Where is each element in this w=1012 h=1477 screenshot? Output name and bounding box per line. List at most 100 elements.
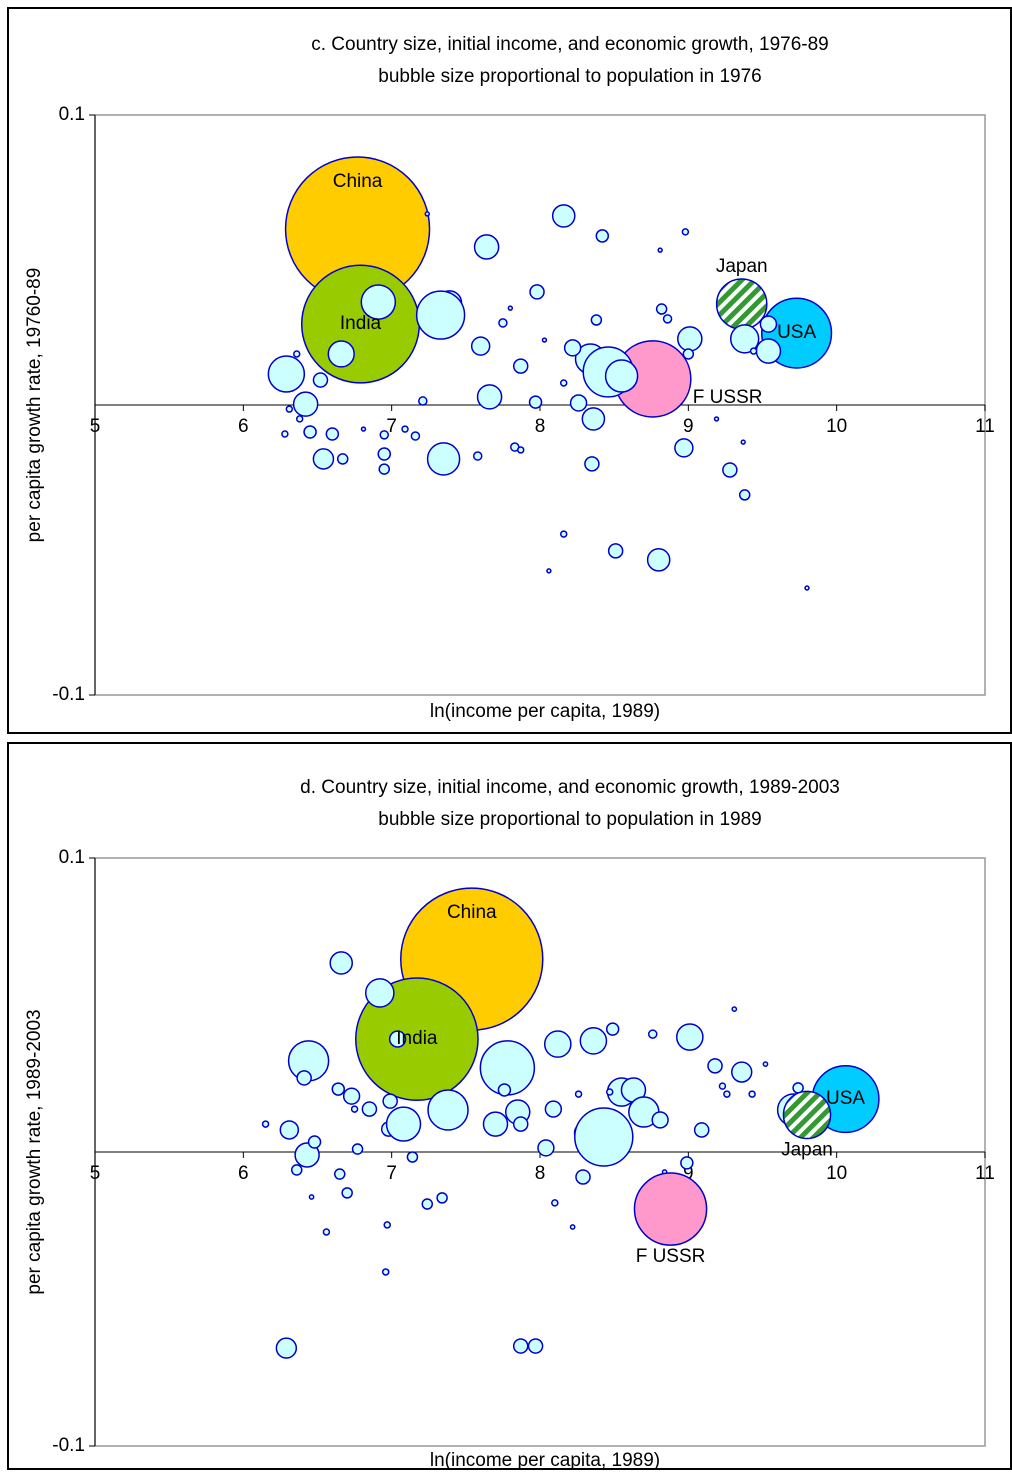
bubble bbox=[605, 1022, 620, 1036]
bubble bbox=[275, 1337, 298, 1359]
bubble bbox=[377, 447, 392, 461]
bubble bbox=[723, 1090, 731, 1098]
bubble bbox=[482, 1111, 509, 1137]
y-tick-label: 0.1 bbox=[59, 847, 85, 868]
bubble bbox=[341, 1187, 353, 1199]
bubble bbox=[731, 1061, 753, 1083]
bubble bbox=[738, 489, 751, 501]
y-tick-label: 0.1 bbox=[59, 104, 85, 125]
bubble bbox=[677, 326, 703, 352]
x-tick-label: 7 bbox=[386, 416, 397, 437]
x-tick-label: 7 bbox=[386, 1163, 397, 1184]
bubble bbox=[281, 430, 289, 438]
bubble bbox=[355, 977, 479, 1101]
bubble bbox=[682, 348, 695, 360]
bubble-label: China bbox=[333, 171, 383, 192]
bubble bbox=[418, 396, 428, 406]
bubble bbox=[646, 548, 671, 572]
bubble bbox=[473, 234, 500, 260]
bubble bbox=[579, 1027, 608, 1055]
x-tick-label: 11 bbox=[975, 416, 995, 437]
bubble bbox=[681, 228, 690, 236]
bubble bbox=[713, 416, 720, 422]
bubble bbox=[551, 204, 576, 228]
bubble bbox=[261, 1120, 270, 1128]
bubble bbox=[350, 1105, 359, 1113]
bubble bbox=[528, 395, 543, 409]
bubble bbox=[655, 303, 668, 315]
bubble bbox=[497, 1083, 512, 1097]
bubble-label: USA bbox=[826, 1088, 865, 1109]
bubble bbox=[307, 1135, 322, 1149]
bubble bbox=[537, 1139, 555, 1157]
bubble bbox=[279, 1120, 300, 1140]
bubble bbox=[544, 1100, 563, 1118]
bubble bbox=[512, 1338, 529, 1354]
bubble bbox=[436, 1192, 448, 1204]
bubble bbox=[718, 1082, 727, 1090]
bubble bbox=[360, 426, 367, 432]
bubble bbox=[401, 425, 409, 433]
y-tick-label: -0.1 bbox=[52, 1435, 85, 1456]
x-tick-label: 11 bbox=[975, 1163, 995, 1184]
bubble bbox=[651, 1111, 669, 1129]
bubble bbox=[303, 425, 317, 439]
bubble-label: India bbox=[340, 313, 382, 334]
bubble bbox=[782, 1090, 832, 1140]
bubble bbox=[674, 438, 694, 458]
bubble bbox=[426, 442, 461, 476]
bubble bbox=[729, 324, 760, 354]
bubble bbox=[498, 318, 508, 328]
x-tick-label: 9 bbox=[683, 1163, 694, 1184]
bubble bbox=[740, 439, 746, 445]
panel-frame bbox=[7, 7, 1012, 734]
bubble bbox=[662, 314, 673, 324]
bubble bbox=[551, 1199, 559, 1207]
bubble bbox=[285, 405, 294, 413]
bubble bbox=[294, 1142, 320, 1168]
bubble bbox=[312, 448, 335, 470]
bubble bbox=[605, 1088, 614, 1096]
bubble bbox=[295, 415, 304, 423]
bubble bbox=[559, 530, 568, 538]
bubble bbox=[342, 1087, 361, 1105]
x-tick-label: 5 bbox=[90, 416, 101, 437]
bubble bbox=[541, 337, 548, 343]
bubble bbox=[680, 1156, 694, 1170]
bubble bbox=[595, 229, 610, 243]
bubble-label: F USSR bbox=[693, 387, 763, 408]
bubble bbox=[707, 1058, 723, 1074]
bubble bbox=[731, 1006, 738, 1012]
bubble bbox=[693, 1122, 710, 1138]
bubble bbox=[762, 1061, 769, 1067]
bubble-label: F USSR bbox=[636, 1246, 706, 1267]
bubble bbox=[546, 568, 552, 574]
bubble bbox=[381, 1268, 390, 1276]
bubble bbox=[424, 211, 430, 217]
bubble bbox=[379, 430, 390, 440]
bubble bbox=[722, 462, 738, 478]
bubble bbox=[470, 336, 491, 356]
chart-title: c. Country size, initial income, and eco… bbox=[311, 34, 828, 55]
bubble bbox=[633, 1172, 708, 1246]
bubble-label: China bbox=[447, 902, 497, 923]
y-tick-label: -0.1 bbox=[52, 684, 85, 705]
bubble bbox=[292, 391, 319, 417]
x-tick-label: 9 bbox=[683, 416, 694, 437]
bubble bbox=[512, 1116, 529, 1132]
x-tick-label: 5 bbox=[90, 1163, 101, 1184]
bubble bbox=[308, 1194, 315, 1200]
bubble bbox=[333, 1168, 346, 1180]
bubble bbox=[351, 1143, 364, 1155]
bubble bbox=[361, 1101, 378, 1117]
bubble bbox=[415, 290, 466, 340]
bubble bbox=[410, 431, 421, 441]
bubble bbox=[675, 1023, 704, 1051]
bubble bbox=[590, 314, 603, 326]
bubble bbox=[336, 453, 349, 465]
bubble bbox=[516, 446, 525, 454]
y-axis-label: per capita growth rate, 1989-2003 bbox=[24, 1009, 45, 1294]
bubble bbox=[360, 284, 397, 320]
